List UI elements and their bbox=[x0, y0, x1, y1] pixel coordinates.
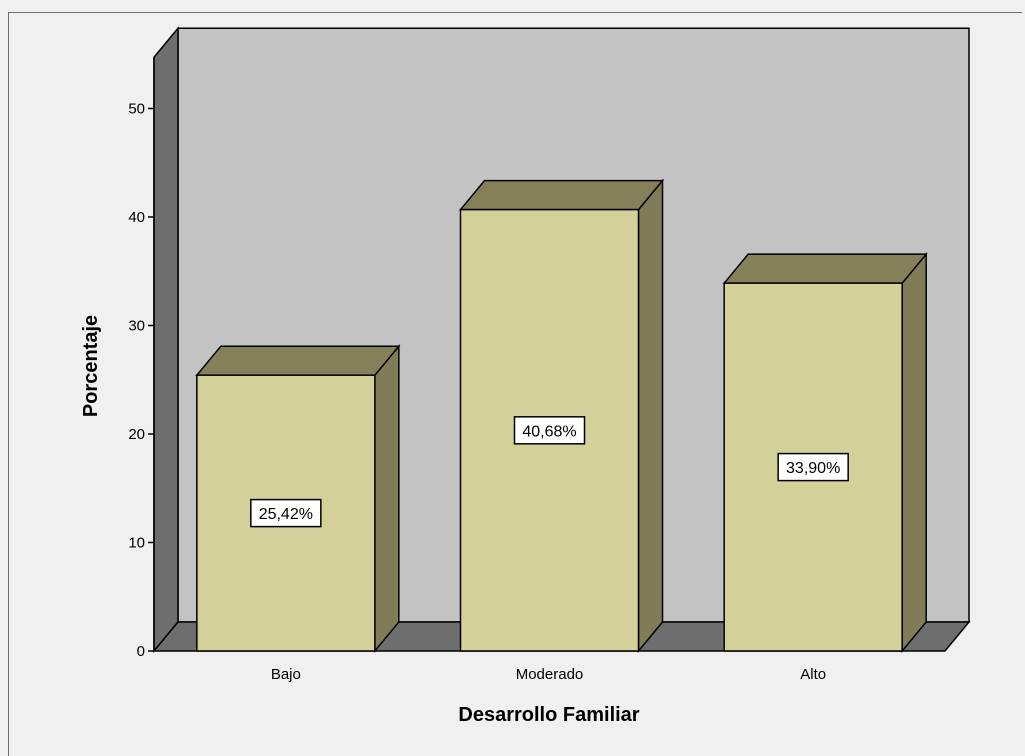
data-label-text: 40,68% bbox=[522, 423, 576, 440]
x-axis-title: Desarrollo Familiar bbox=[458, 704, 639, 726]
bar-top-face bbox=[458, 179, 665, 211]
bar-side-face bbox=[901, 252, 927, 654]
x-tick-label: Moderado bbox=[516, 666, 584, 683]
data-label-box bbox=[250, 498, 322, 528]
y-tick-label: 50 bbox=[128, 101, 145, 118]
y-tick-label: 0 bbox=[137, 643, 145, 660]
side-wall bbox=[153, 26, 179, 654]
data-label-text: 33,90% bbox=[786, 460, 840, 477]
y-tick-label: 30 bbox=[128, 318, 145, 335]
bars-group: Bajo Moderado Alto bbox=[195, 178, 928, 683]
bar-alto bbox=[722, 252, 928, 654]
data-label: 25,42% bbox=[250, 498, 322, 528]
bar-top-face bbox=[722, 253, 928, 284]
y-tick-label: 10 bbox=[128, 535, 145, 552]
bar-top-face bbox=[195, 345, 401, 376]
x-tick-label: Bajo bbox=[271, 666, 301, 683]
data-label-text: 25,42% bbox=[259, 506, 313, 523]
bar-moderado bbox=[458, 178, 665, 654]
bar-side-face bbox=[374, 344, 400, 654]
y-axis: 0 10 20 30 40 50 bbox=[128, 57, 155, 660]
data-label: 40,68% bbox=[513, 416, 586, 445]
data-labels-group: 25,42% 40,68% 33,90% bbox=[250, 416, 849, 528]
data-label-box bbox=[513, 416, 586, 445]
data-label: 33,90% bbox=[777, 452, 849, 482]
data-label-box bbox=[777, 452, 849, 482]
y-tick-label: 40 bbox=[128, 209, 145, 226]
bar-bajo bbox=[195, 344, 401, 654]
bar-side-face bbox=[637, 178, 664, 654]
x-tick-label: Alto bbox=[800, 666, 826, 683]
y-axis-title: Porcentaje bbox=[80, 315, 102, 417]
y-tick-label: 20 bbox=[128, 426, 145, 443]
